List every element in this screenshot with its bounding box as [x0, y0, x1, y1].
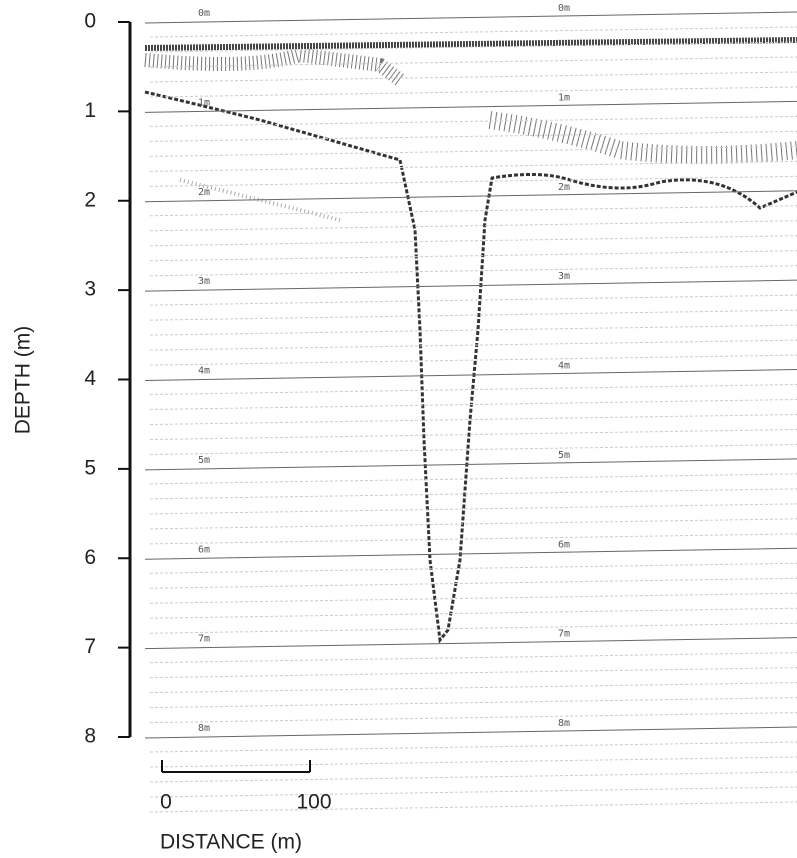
depth-line — [144, 279, 797, 292]
depth-subline — [149, 399, 797, 410]
depth-tick-label: 8 — [84, 725, 96, 748]
depth-mark-right: 1m — [558, 92, 570, 103]
depth-mark-left: 5m — [198, 455, 210, 466]
depth-mark-left: 7m — [198, 634, 210, 645]
depth-tick-label: 4 — [84, 367, 96, 390]
depth-mark-left: 6m — [198, 544, 210, 555]
depth-subline — [149, 503, 797, 515]
depth-mark-left: 1m — [198, 97, 210, 108]
depth-subline — [149, 250, 797, 262]
depth-subline — [149, 145, 797, 157]
echogram-image — [144, 37, 797, 644]
depth-mark-right: 4m — [558, 361, 570, 372]
depth-subline — [149, 488, 797, 500]
depth-subline — [149, 41, 797, 53]
depth-subline — [149, 294, 797, 306]
depth-subline — [149, 86, 797, 98]
depth-tick-label: 7 — [84, 635, 96, 658]
depth-subline — [149, 577, 797, 589]
depth-line — [144, 637, 797, 650]
depth-mark-left: 8m — [198, 723, 210, 734]
depth-subline — [149, 130, 797, 142]
depth-line — [144, 369, 797, 381]
depth-subline — [149, 607, 797, 619]
depth-subline — [149, 712, 797, 724]
depth-subline — [149, 771, 797, 783]
depth-subline — [149, 384, 797, 395]
depth-axis-label: DEPTH (m) — [12, 326, 35, 435]
depth-tick-label: 5 — [84, 456, 96, 479]
depth-subline — [149, 473, 797, 485]
depth-subline — [149, 205, 797, 217]
depth-mark-right: 3m — [558, 271, 570, 282]
depth-tick-label: 3 — [84, 278, 96, 301]
scale-tick-label: 0 — [160, 791, 172, 814]
depth-mark-right: 2m — [558, 182, 570, 193]
depth-subline — [149, 339, 797, 351]
depth-subline — [149, 429, 797, 440]
depth-line — [144, 100, 797, 113]
depth-subline — [149, 801, 797, 813]
depth-subline — [149, 354, 797, 366]
depth-mark-left: 2m — [198, 187, 210, 198]
depth-line — [144, 458, 797, 471]
depth-subline — [149, 756, 797, 768]
depth-mark-left: 3m — [198, 276, 210, 287]
depth-tick-label: 0 — [84, 10, 96, 33]
depth-subline — [149, 309, 797, 321]
depth-subline — [149, 741, 797, 753]
depth-tick-label: 6 — [84, 546, 96, 569]
depth-subline — [149, 697, 797, 709]
depth-line — [144, 547, 797, 560]
depth-tick-label: 1 — [84, 99, 96, 122]
depth-subline — [149, 26, 797, 38]
depth-mark-right: 6m — [558, 539, 570, 550]
depth-subline — [149, 592, 797, 604]
depth-mark-left: 4m — [198, 366, 210, 377]
depth-subline — [149, 56, 797, 68]
depth-subline — [149, 622, 797, 634]
depth-mark-right: 8m — [558, 718, 570, 729]
depth-subline — [149, 265, 797, 277]
depth-subline — [149, 682, 797, 694]
depth-subline — [149, 652, 797, 664]
depth-subline — [149, 562, 797, 574]
depth-subline — [149, 324, 797, 336]
depth-mark-left: 0m — [198, 8, 210, 19]
depth-subline — [149, 115, 797, 127]
scale-tick-label: 100 — [296, 791, 331, 814]
depth-subline — [149, 235, 797, 247]
depth-subline — [149, 518, 797, 530]
depth-mark-right: 0m — [558, 3, 570, 14]
depth-subline — [149, 444, 797, 455]
depth-tick-label: 2 — [84, 188, 96, 211]
depth-subline — [149, 667, 797, 679]
depth-subline — [149, 175, 797, 187]
depth-subline — [149, 71, 797, 83]
depth-line — [144, 11, 797, 24]
depth-line — [144, 726, 797, 739]
depth-line — [144, 190, 797, 203]
depth-subline — [149, 414, 797, 425]
depth-subline — [149, 160, 797, 172]
depth-subline — [149, 786, 797, 798]
depth-subline — [149, 220, 797, 232]
depth-subline — [149, 533, 797, 545]
depth-mark-right: 5m — [558, 450, 570, 461]
depth-mark-right: 7m — [558, 629, 570, 640]
scale-bar-label: DISTANCE (m) — [160, 831, 302, 854]
